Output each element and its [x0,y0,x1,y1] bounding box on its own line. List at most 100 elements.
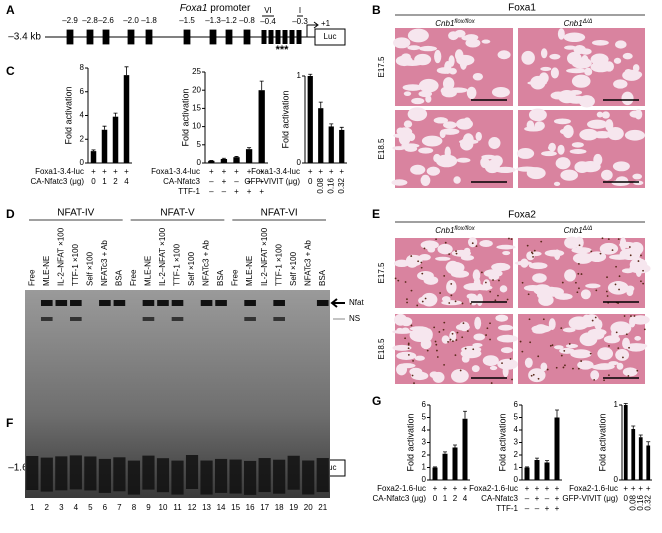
stained-nucleus [577,367,580,370]
stained-nucleus [593,378,596,381]
free-probe [273,459,286,494]
bar [638,437,643,480]
bar [524,467,530,480]
gene: Cnb1 [435,19,454,28]
panel-label: C [6,64,15,78]
airspace [590,56,599,62]
stained-nucleus [394,277,397,280]
stained-nucleus [436,349,438,352]
stained-nucleus [486,327,489,330]
stained-nucleus [555,366,558,369]
row-cell: – [525,504,530,513]
airspace [604,61,614,72]
stained-nucleus [421,300,424,303]
lane-number: 6 [103,503,108,512]
free-probe [229,459,242,494]
y-tick-label: 3 [514,438,519,447]
lane-label: Self ×100 [289,251,298,286]
free-probe [55,456,68,491]
start-label: –3.4 kb [8,32,41,43]
stained-nucleus [594,316,597,319]
row-cell: + [247,187,252,196]
element-box [261,30,267,44]
airspace [413,32,422,37]
stained-nucleus [537,355,540,358]
y-tick-label: 6 [422,400,427,409]
row-cell: + [535,484,540,493]
lane-label: BSA [318,269,327,286]
free-probe [98,458,111,493]
stained-nucleus [614,283,617,286]
bar [101,129,108,163]
band [40,317,53,321]
error-bar [318,101,323,109]
stained-nucleus [615,265,617,268]
airspace [401,53,411,61]
airspace [406,254,423,266]
airspace [613,79,628,89]
stained-nucleus [407,342,410,345]
airspace [531,325,552,333]
airspace [580,289,591,300]
row-label: CA-Nfatc3 [481,494,518,503]
site-label: –1.5 [179,16,195,25]
stained-nucleus [617,238,620,241]
airspace [426,166,441,176]
group-label: NFAT-IV [57,208,94,219]
free-probe [127,460,141,495]
stained-nucleus [637,260,640,262]
row-cell: + [638,484,643,493]
gene: Cnb1 [564,19,583,28]
error-bar [638,434,643,438]
airspace [420,174,431,187]
stained-nucleus [633,315,636,317]
stained-nucleus [434,340,437,343]
airspace [407,45,421,51]
airspace [626,285,635,292]
y-tick-label: 2 [422,450,427,459]
stained-nucleus [608,345,610,347]
row-cell: + [433,484,438,493]
stained-nucleus [498,279,500,282]
lane-label: IL-2–NFAT ×100 [158,227,167,286]
airspace [502,250,511,256]
stained-nucleus [462,322,465,325]
airspace [499,285,508,293]
free-probe [185,455,199,490]
stained-nucleus [627,374,630,377]
band [316,300,329,306]
stained-nucleus [423,247,426,250]
row-cell: 0 [91,177,96,186]
band [171,300,184,306]
stained-nucleus [407,354,410,356]
row-cell: + [102,167,107,176]
stained-nucleus [528,318,531,321]
airspace [500,347,513,354]
lane-number: 16 [246,503,255,512]
row-cell: + [631,484,636,493]
airspace [419,45,437,52]
y-axis-title: Fold activation [597,413,607,471]
stained-nucleus [560,354,563,357]
airspace [432,371,445,383]
airspace [622,367,638,377]
stained-nucleus [529,341,532,344]
airspace [482,355,499,366]
site-label: –2.6 [98,16,114,25]
band [40,300,53,306]
row-label: Foxa2-1.6-luc [469,484,518,493]
error-bar [623,403,628,405]
bar [90,151,97,163]
stained-nucleus [532,255,534,258]
y-tick-label: 1 [614,400,619,409]
airspace [456,118,473,130]
error-bar [463,410,467,419]
lane-label: Self ×100 [187,251,196,286]
stained-nucleus [532,373,535,376]
row-label: Foxa1-3.4-luc [35,167,84,176]
band [215,300,227,306]
stained-nucleus [591,319,594,322]
airspace [549,53,561,60]
stained-nucleus [454,300,457,303]
bar [554,417,560,480]
